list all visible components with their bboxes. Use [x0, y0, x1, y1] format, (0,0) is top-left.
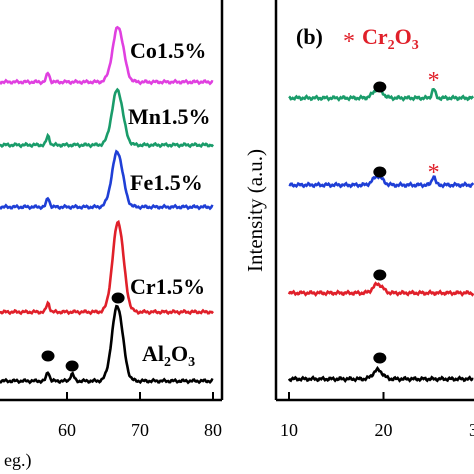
panel-a-series-line [0, 149, 214, 211]
panel-a-series-line [0, 25, 214, 86]
phase-marker-dot [65, 360, 79, 372]
panel-b-ylabel: Intensity (a.u.) [243, 149, 267, 272]
panel-a-ticks: 60 70 80 [58, 392, 222, 440]
phase-marker-dot [373, 166, 387, 178]
panel-a-tick-label: 80 [204, 420, 222, 440]
label-mn: Mn1.5% [128, 104, 211, 129]
panel-a-markers [41, 292, 125, 372]
label-al2o3: Al2O3 [142, 341, 195, 370]
panel-a-series-line [0, 87, 215, 149]
panel-b-ticks: 10 20 30 [280, 392, 474, 440]
panel-b: 102030 ** (b) * Cr2O3 Intensity (a.u.) [243, 0, 474, 440]
panel-b-tick-label: 30 [469, 420, 474, 440]
cr2o3-star-marker: * [428, 68, 440, 94]
panel-b-series-line [287, 281, 474, 297]
panel-b-series-line [287, 365, 474, 383]
phase-marker-dot [111, 292, 125, 304]
phase-marker-dot [373, 81, 387, 93]
panel-b-tick-label: 20 [375, 420, 393, 440]
panel-a-xlabel-fragment: eg.) [4, 450, 31, 471]
panel-a-curves [0, 25, 215, 385]
panel-b-series-line [288, 174, 474, 189]
label-cr: Cr1.5% [130, 274, 205, 299]
panel-b-curves [287, 86, 474, 383]
phase-marker-dot [373, 352, 387, 364]
phase-marker-dot [373, 269, 387, 281]
panel-b-markers: ** [373, 68, 440, 364]
panel-a-tick-label: 60 [58, 420, 76, 440]
panel-b-tick-label: 10 [280, 420, 298, 440]
panel-a-series-line [0, 304, 214, 385]
panel-a: 60 70 80 Co1.5% Mn1.5% Fe1.5% Cr1.5% Al2O3… [0, 0, 224, 471]
phase-marker-dot [41, 350, 55, 362]
panel-a-series-line [0, 219, 214, 316]
panel-b-label: (b) [296, 24, 323, 49]
cr2o3-star-marker: * [428, 160, 440, 186]
legend-cr2o3: Cr2O3 [362, 24, 419, 53]
panel-a-tick-label: 70 [131, 420, 149, 440]
legend-star-icon: * [343, 29, 355, 55]
label-fe: Fe1.5% [130, 170, 203, 195]
label-co: Co1.5% [130, 38, 206, 63]
